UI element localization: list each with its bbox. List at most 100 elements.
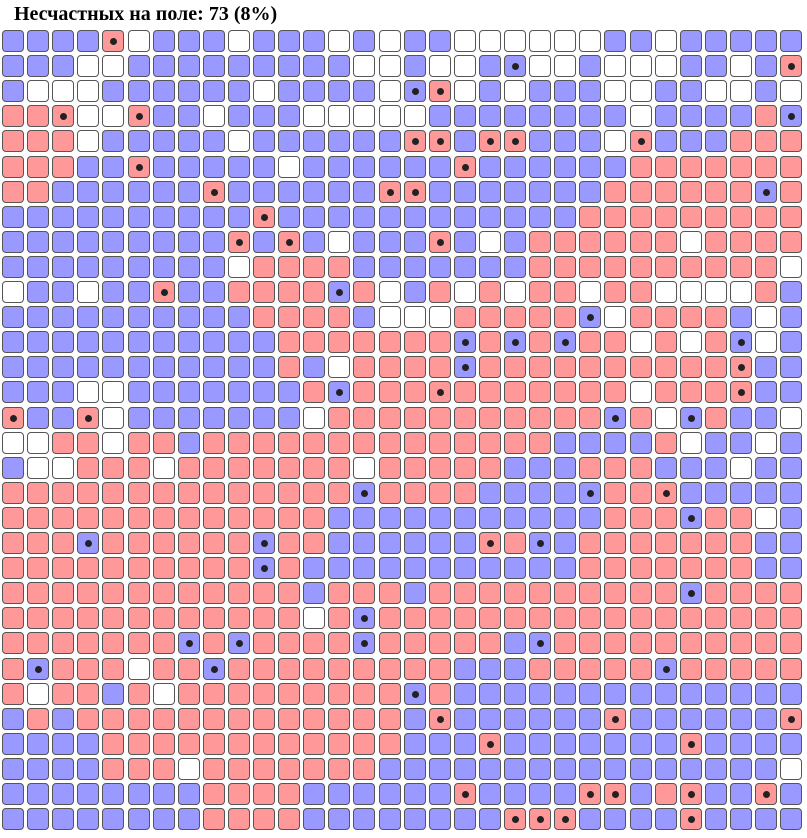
- red-agent-cell[interactable]: [705, 632, 727, 654]
- blue-agent-cell[interactable]: [479, 808, 501, 830]
- blue-agent-cell[interactable]: [529, 482, 551, 504]
- unhappy-blue-agent-cell[interactable]: [755, 181, 777, 203]
- blue-agent-cell[interactable]: [680, 758, 702, 780]
- red-agent-cell[interactable]: [429, 356, 451, 378]
- blue-agent-cell[interactable]: [504, 206, 526, 228]
- blue-agent-cell[interactable]: [2, 381, 24, 403]
- red-agent-cell[interactable]: [730, 632, 752, 654]
- red-agent-cell[interactable]: [253, 658, 275, 680]
- blue-agent-cell[interactable]: [730, 783, 752, 805]
- blue-agent-cell[interactable]: [780, 557, 802, 579]
- red-agent-cell[interactable]: [228, 783, 250, 805]
- blue-agent-cell[interactable]: [479, 256, 501, 278]
- blue-agent-cell[interactable]: [2, 30, 24, 52]
- red-agent-cell[interactable]: [504, 582, 526, 604]
- blue-agent-cell[interactable]: [153, 55, 175, 77]
- empty-cell[interactable]: [102, 432, 124, 454]
- blue-agent-cell[interactable]: [102, 156, 124, 178]
- empty-cell[interactable]: [454, 80, 476, 102]
- empty-cell[interactable]: [27, 80, 49, 102]
- red-agent-cell[interactable]: [529, 407, 551, 429]
- blue-agent-cell[interactable]: [730, 30, 752, 52]
- blue-agent-cell[interactable]: [604, 683, 626, 705]
- empty-cell[interactable]: [454, 55, 476, 77]
- blue-agent-cell[interactable]: [52, 181, 74, 203]
- red-agent-cell[interactable]: [153, 432, 175, 454]
- empty-cell[interactable]: [102, 105, 124, 127]
- red-agent-cell[interactable]: [102, 532, 124, 554]
- blue-agent-cell[interactable]: [780, 482, 802, 504]
- empty-cell[interactable]: [604, 306, 626, 328]
- blue-agent-cell[interactable]: [278, 407, 300, 429]
- blue-agent-cell[interactable]: [579, 55, 601, 77]
- blue-agent-cell[interactable]: [278, 30, 300, 52]
- red-agent-cell[interactable]: [278, 783, 300, 805]
- unhappy-red-agent-cell[interactable]: [454, 783, 476, 805]
- red-agent-cell[interactable]: [2, 181, 24, 203]
- empty-cell[interactable]: [780, 407, 802, 429]
- empty-cell[interactable]: [730, 457, 752, 479]
- red-agent-cell[interactable]: [27, 557, 49, 579]
- blue-agent-cell[interactable]: [529, 105, 551, 127]
- empty-cell[interactable]: [77, 130, 99, 152]
- empty-cell[interactable]: [77, 55, 99, 77]
- unhappy-red-agent-cell[interactable]: [780, 55, 802, 77]
- red-agent-cell[interactable]: [755, 156, 777, 178]
- red-agent-cell[interactable]: [780, 658, 802, 680]
- red-agent-cell[interactable]: [755, 105, 777, 127]
- unhappy-red-agent-cell[interactable]: [579, 783, 601, 805]
- red-agent-cell[interactable]: [77, 557, 99, 579]
- blue-agent-cell[interactable]: [27, 381, 49, 403]
- red-agent-cell[interactable]: [153, 708, 175, 730]
- red-agent-cell[interactable]: [228, 281, 250, 303]
- blue-agent-cell[interactable]: [353, 557, 375, 579]
- red-agent-cell[interactable]: [730, 532, 752, 554]
- blue-agent-cell[interactable]: [328, 532, 350, 554]
- blue-agent-cell[interactable]: [102, 130, 124, 152]
- red-agent-cell[interactable]: [303, 632, 325, 654]
- empty-cell[interactable]: [128, 658, 150, 680]
- red-agent-cell[interactable]: [52, 557, 74, 579]
- blue-agent-cell[interactable]: [454, 105, 476, 127]
- blue-agent-cell[interactable]: [579, 181, 601, 203]
- empty-cell[interactable]: [730, 281, 752, 303]
- red-agent-cell[interactable]: [630, 457, 652, 479]
- red-agent-cell[interactable]: [102, 658, 124, 680]
- blue-agent-cell[interactable]: [2, 808, 24, 830]
- blue-agent-cell[interactable]: [228, 80, 250, 102]
- red-agent-cell[interactable]: [529, 381, 551, 403]
- red-agent-cell[interactable]: [479, 381, 501, 403]
- red-agent-cell[interactable]: [429, 281, 451, 303]
- empty-cell[interactable]: [730, 55, 752, 77]
- blue-agent-cell[interactable]: [680, 30, 702, 52]
- red-agent-cell[interactable]: [353, 733, 375, 755]
- unhappy-red-agent-cell[interactable]: [680, 808, 702, 830]
- red-agent-cell[interactable]: [353, 758, 375, 780]
- empty-cell[interactable]: [655, 30, 677, 52]
- red-agent-cell[interactable]: [504, 607, 526, 629]
- unhappy-red-agent-cell[interactable]: [429, 708, 451, 730]
- red-agent-cell[interactable]: [404, 482, 426, 504]
- blue-agent-cell[interactable]: [203, 206, 225, 228]
- blue-agent-cell[interactable]: [153, 30, 175, 52]
- blue-agent-cell[interactable]: [303, 582, 325, 604]
- blue-agent-cell[interactable]: [554, 105, 576, 127]
- blue-agent-cell[interactable]: [278, 105, 300, 127]
- empty-cell[interactable]: [27, 457, 49, 479]
- red-agent-cell[interactable]: [379, 658, 401, 680]
- blue-agent-cell[interactable]: [52, 708, 74, 730]
- red-agent-cell[interactable]: [278, 507, 300, 529]
- empty-cell[interactable]: [379, 306, 401, 328]
- blue-agent-cell[interactable]: [77, 156, 99, 178]
- red-agent-cell[interactable]: [278, 658, 300, 680]
- red-agent-cell[interactable]: [630, 482, 652, 504]
- red-agent-cell[interactable]: [328, 683, 350, 705]
- red-agent-cell[interactable]: [730, 156, 752, 178]
- blue-agent-cell[interactable]: [379, 206, 401, 228]
- blue-agent-cell[interactable]: [479, 181, 501, 203]
- red-agent-cell[interactable]: [379, 733, 401, 755]
- red-agent-cell[interactable]: [655, 582, 677, 604]
- blue-agent-cell[interactable]: [27, 30, 49, 52]
- blue-agent-cell[interactable]: [454, 758, 476, 780]
- red-agent-cell[interactable]: [379, 683, 401, 705]
